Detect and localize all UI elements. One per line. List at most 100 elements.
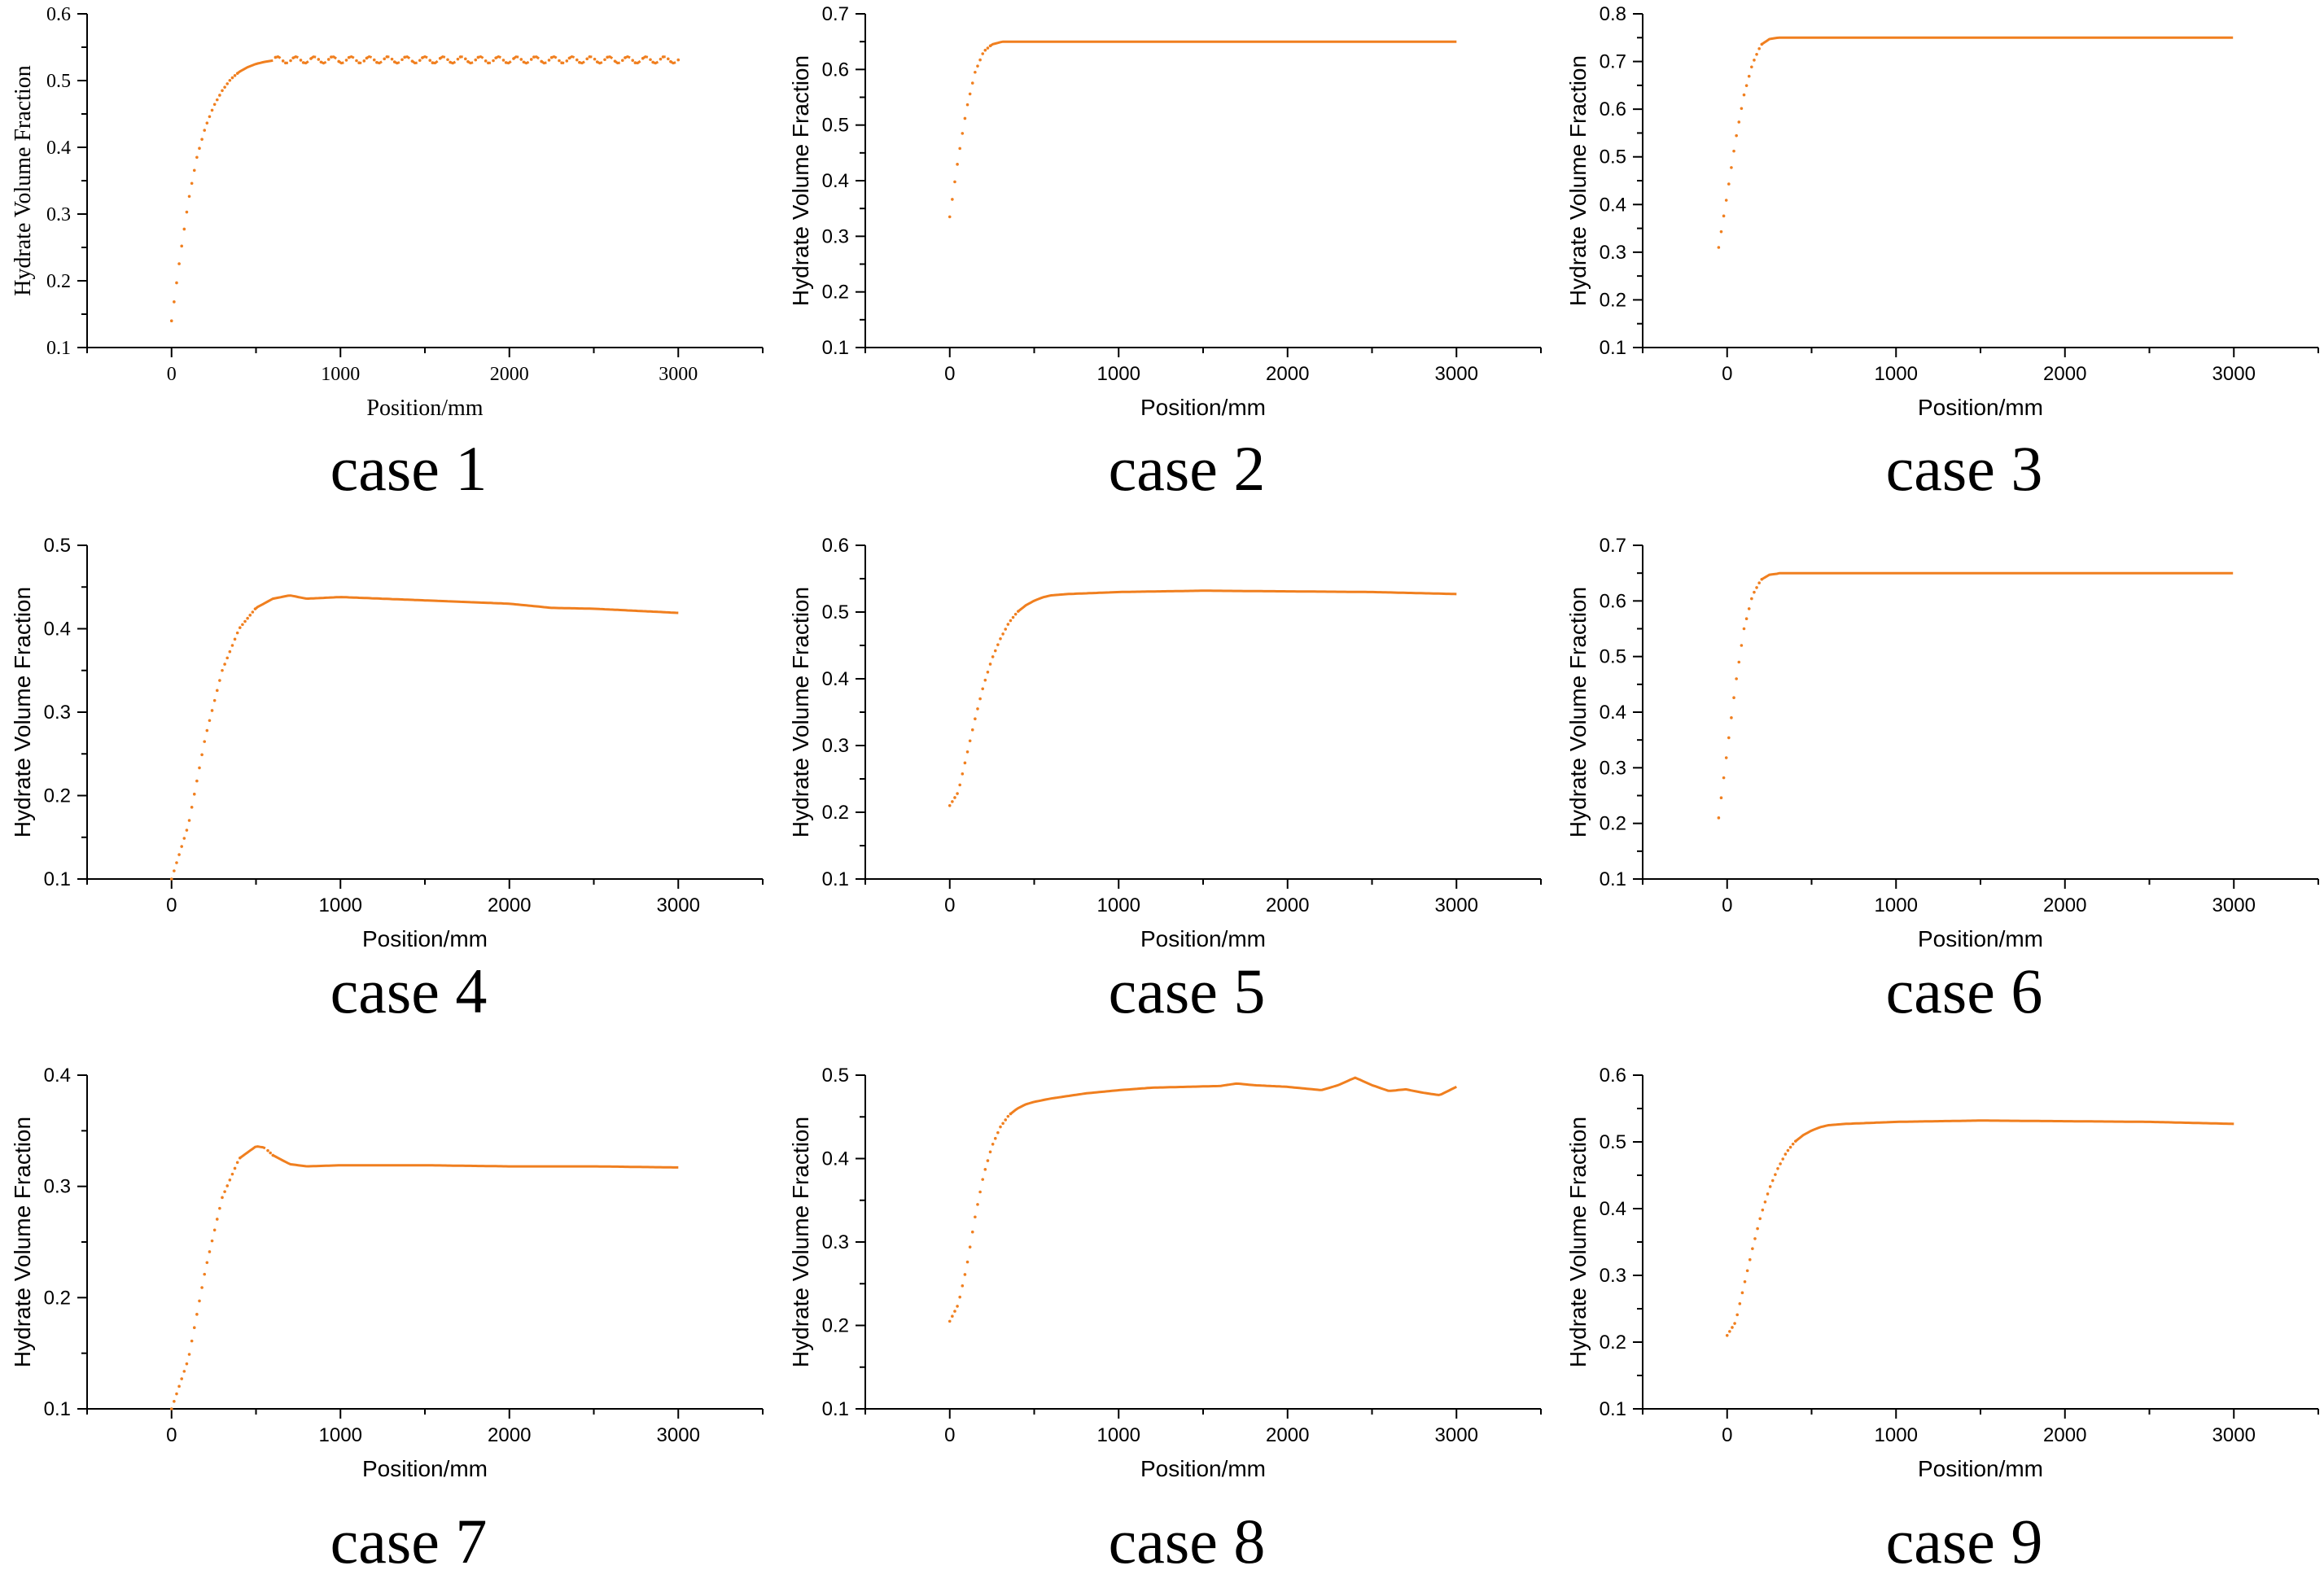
data-point <box>1737 660 1741 664</box>
data-point <box>1717 246 1721 249</box>
y-tick-label: 0.5 <box>822 115 849 137</box>
x-tick-label: 1000 <box>1875 363 1918 385</box>
data-point <box>991 655 995 658</box>
data-series <box>948 1076 1457 1323</box>
y-tick-label: 0.2 <box>44 1287 71 1309</box>
case-caption: case 2 <box>1109 433 1266 504</box>
x-axis-title: Position/mm <box>366 396 483 421</box>
y-tick-label: 0.5 <box>822 601 849 623</box>
case-caption: case 4 <box>330 956 488 1026</box>
data-series <box>169 55 681 323</box>
data-point <box>362 59 366 63</box>
chart-panel-2: 0.1 0.2 0.3 0.4 0.5 0.6 0.7 0 1000 2000 3000 Positi… <box>788 3 1542 504</box>
series-line <box>1794 1119 2234 1143</box>
y-tick-label: 0.3 <box>822 225 849 247</box>
data-point <box>1750 597 1753 601</box>
data-point <box>182 227 186 231</box>
data-point <box>1774 1173 1777 1176</box>
data-point <box>965 1260 969 1264</box>
y-tick-label: 0.4 <box>46 138 71 159</box>
y-axis-title: Hydrate Volume Fraction <box>788 587 813 837</box>
x-tick-label: 3000 <box>659 364 698 385</box>
data-point <box>1742 93 1746 97</box>
data-point <box>326 58 330 61</box>
y-tick-label: 0.4 <box>44 619 71 641</box>
data-point <box>1740 1291 1744 1295</box>
data-point <box>1786 1148 1790 1152</box>
data-point <box>1735 1313 1739 1317</box>
data-point <box>187 819 191 822</box>
x-tick-label: 3000 <box>2212 1424 2256 1446</box>
data-point <box>269 1151 272 1155</box>
y-tick-label: 0.3 <box>1600 1265 1626 1287</box>
data-point <box>1737 120 1741 124</box>
data-point <box>956 163 959 166</box>
data-point <box>659 57 663 61</box>
y-axis-title: Hydrate Volume Fraction <box>10 1117 35 1367</box>
series-line <box>1009 1076 1457 1115</box>
data-point <box>1743 1279 1747 1284</box>
data-point <box>195 779 199 783</box>
y-tick-label: 0.2 <box>822 282 849 304</box>
x-tick-label: 1000 <box>1097 363 1140 385</box>
data-point <box>958 147 961 151</box>
y-tick-label: 0.3 <box>1600 757 1626 779</box>
x-tick-label: 2000 <box>2043 363 2086 385</box>
data-point <box>963 761 967 765</box>
y-tick-label: 0.5 <box>1600 147 1626 168</box>
data-point <box>993 649 997 653</box>
data-point <box>961 772 965 776</box>
data-point <box>1744 617 1748 620</box>
y-tick-label: 0.1 <box>1600 868 1626 890</box>
data-point <box>974 717 977 720</box>
y-tick-label: 0.4 <box>1600 194 1626 216</box>
x-tick-label: 1000 <box>1875 1424 1918 1446</box>
data-point <box>1722 776 1726 780</box>
series-line <box>1761 571 2234 581</box>
data-point <box>996 643 1000 646</box>
data-point <box>1724 199 1728 202</box>
data-point <box>210 709 214 712</box>
chart-panel-4: 0.1 0.2 0.3 0.4 0.5 0 1000 2000 3000 Position/mm H… <box>10 535 764 1026</box>
x-axis-title: Position/mm <box>1140 926 1266 951</box>
data-point <box>241 623 244 627</box>
data-point <box>218 94 221 97</box>
data-point <box>203 740 207 743</box>
x-tick-label: 3000 <box>657 1424 700 1446</box>
data-point <box>1768 1185 1772 1188</box>
x-tick-label: 0 <box>1722 1424 1732 1446</box>
data-series <box>948 589 1457 807</box>
x-tick-label: 1000 <box>1875 894 1918 916</box>
data-point <box>1755 586 1758 589</box>
data-point <box>953 796 956 799</box>
data-point <box>1006 623 1010 626</box>
data-point <box>208 719 212 723</box>
data-point <box>1719 796 1723 800</box>
data-point <box>251 610 255 614</box>
data-point <box>190 1339 194 1343</box>
data-point <box>1763 1200 1767 1204</box>
series-line <box>989 40 1457 47</box>
data-point <box>968 92 972 96</box>
data-point <box>230 1172 234 1176</box>
data-point <box>968 739 972 743</box>
data-point <box>978 697 982 701</box>
chart-panel-7: 0.1 0.2 0.3 0.4 0 1000 2000 3000 Position/mm Hydr… <box>10 1065 764 1570</box>
data-point <box>225 656 230 660</box>
x-tick-label: 0 <box>166 1424 177 1446</box>
y-tick-label: 0.4 <box>1600 702 1626 724</box>
data-point <box>180 244 183 248</box>
data-point <box>667 57 670 61</box>
chart-panel-9: 0.1 0.2 0.3 0.4 0.5 0.6 0 1000 2000 3000 Position/… <box>1565 1065 2319 1570</box>
data-point <box>993 1136 997 1140</box>
data-point <box>195 155 199 160</box>
data-point <box>180 1377 183 1380</box>
data-point <box>230 644 234 647</box>
data-point <box>372 58 376 62</box>
data-point <box>456 57 460 61</box>
data-point <box>1748 1257 1752 1262</box>
data-point <box>988 663 992 666</box>
data-point <box>948 1319 952 1323</box>
data-point <box>418 59 422 63</box>
data-point <box>185 1362 189 1366</box>
